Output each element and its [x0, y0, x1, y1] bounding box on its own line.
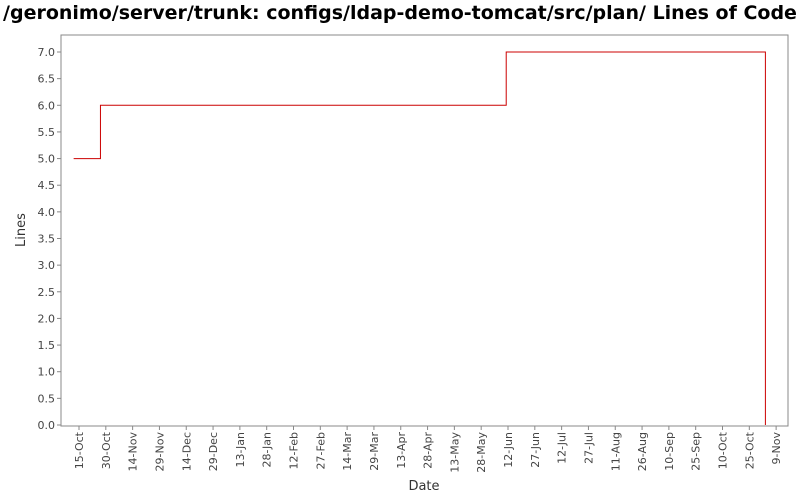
x-tick-label: 27-Jun — [529, 432, 542, 468]
x-tick-label: 28-Apr — [422, 432, 435, 469]
chart-title: /geronimo/server/trunk: configs/ldap-dem… — [3, 2, 797, 24]
y-tick-label: 0.5 — [38, 392, 56, 405]
series-line — [73, 51, 766, 425]
x-tick-label: 29-Nov — [153, 432, 166, 472]
x-tick-label: 28-May — [475, 432, 488, 473]
x-tick-label: 10-Oct — [717, 431, 730, 469]
x-tick-label: 11-Aug — [609, 432, 622, 471]
x-tick-label: 14-Dec — [180, 432, 193, 471]
y-tick-label: 0.0 — [38, 419, 56, 432]
x-axis: 15-Oct 30-Oct 14-Nov 29-Nov 14-Dec 29-Dec 13-J… — [73, 426, 783, 473]
x-tick-label: 27-Jul — [582, 432, 595, 464]
x-tick-label: 14-Mar — [341, 432, 354, 471]
x-tick-label: 9-Nov — [770, 432, 783, 465]
x-tick-label: 25-Sep — [690, 432, 703, 471]
x-tick-label: 13-Apr — [395, 432, 408, 469]
y-tick-label: 7.0 — [38, 46, 56, 59]
x-tick-label: 12-Jul — [556, 432, 569, 464]
x-tick-label: 15-Oct — [73, 431, 86, 469]
y-axis: 0.0 0.5 1.0 1.5 2.0 2.5 3.0 3.5 4.0 4.5 5.0 5.5 6.0 6… — [38, 46, 61, 432]
y-tick-label: 2.5 — [38, 286, 56, 299]
y-tick-label: 1.0 — [38, 366, 56, 379]
y-tick-label: 3.5 — [38, 233, 56, 246]
x-tick-label: 25-Oct — [743, 431, 756, 469]
y-axis-title: Lines — [14, 213, 29, 247]
x-tick-label: 29-Dec — [207, 432, 220, 471]
x-tick-label: 13-Jan — [234, 432, 247, 468]
x-axis-title: Date — [408, 479, 439, 494]
y-tick-label: 4.0 — [38, 206, 56, 219]
x-tick-label: 12-Feb — [288, 432, 301, 469]
x-tick-label: 29-Mar — [368, 432, 381, 471]
x-tick-label: 12-Jun — [502, 432, 515, 468]
y-tick-label: 1.5 — [38, 339, 56, 352]
x-tick-label: 10-Sep — [663, 432, 676, 471]
x-tick-label: 13-May — [448, 432, 461, 473]
x-tick-label: 30-Oct — [100, 431, 113, 469]
x-tick-label: 26-Aug — [636, 432, 649, 471]
y-tick-label: 5.5 — [38, 126, 56, 139]
x-tick-label: 28-Jan — [261, 432, 274, 468]
x-tick-label: 27-Feb — [314, 432, 327, 469]
y-tick-label: 2.0 — [38, 312, 56, 325]
y-tick-label: 6.0 — [38, 99, 56, 112]
y-tick-label: 6.5 — [38, 73, 56, 86]
y-tick-label: 4.5 — [38, 179, 56, 192]
plot-area — [60, 34, 789, 427]
y-tick-label: 3.0 — [38, 259, 56, 272]
x-tick-label: 14-Nov — [127, 432, 140, 472]
y-tick-label: 5.0 — [38, 153, 56, 166]
